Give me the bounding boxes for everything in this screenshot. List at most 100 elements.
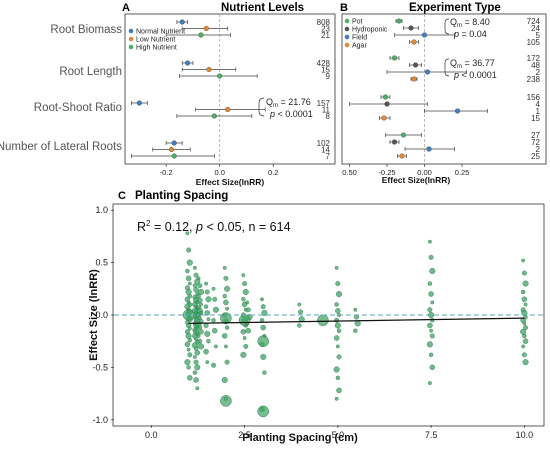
scatter-point-large: [238, 314, 251, 326]
panel-a-q-brace: [258, 97, 265, 117]
scatter-point: [197, 288, 205, 295]
estimate-point-root-shoot-ratio-field: [454, 108, 461, 114]
estimate-point-root-length-high-nutrient: [217, 73, 223, 79]
estimate-point-root-shoot-ratio-normal-nutrient: [136, 100, 142, 106]
panel-a-p-value: < 0.0001: [275, 109, 313, 119]
scatter-point: [203, 323, 209, 328]
legend-label-field: Field: [352, 35, 367, 42]
outcome-label-root-length: Root Length: [59, 66, 122, 78]
x-tick-label: 10.0: [516, 430, 534, 440]
scatter-point: [193, 272, 199, 278]
scatter-point: [196, 293, 201, 299]
panel-a-title: Nutrient Levels: [221, 2, 304, 14]
scatter-point: [429, 328, 433, 333]
scatter-point: [334, 265, 339, 270]
scatter-point: [197, 343, 205, 350]
scatter-point: [335, 281, 341, 287]
scatter-point: [333, 335, 340, 341]
scatter-point-large: [220, 312, 232, 324]
legend-label-low-nutrient: Low Nutrient: [136, 37, 175, 44]
scatter-point: [523, 302, 528, 307]
scatter-point: [427, 239, 432, 244]
estimate-point-number-of-lateral-roots-high-nutrient: [171, 153, 177, 159]
estimate-point-number-of-lateral-roots-normal-nutrient: [171, 140, 177, 146]
scatter-point: [245, 307, 251, 313]
scatter-point: [354, 314, 359, 320]
scatter-point: [187, 326, 192, 331]
scatter-point: [204, 281, 208, 286]
scatter-point: [245, 300, 249, 305]
scatter-point: [199, 302, 203, 307]
scatter-point: [222, 265, 227, 270]
panel-b: B Experiment Type Effect Size(lnRR) PotH…: [340, 2, 547, 185]
estimate-point-number-of-lateral-roots-hydroponic: [391, 139, 398, 145]
legend-label-hydroponic: Hydroponic: [352, 27, 388, 34]
scatter-point: [186, 347, 191, 352]
legend-marker-agar: [344, 42, 350, 48]
x-tick-label: -0.2: [160, 168, 173, 177]
scatter-point: [262, 370, 267, 375]
scatter-point: [245, 327, 252, 334]
panel-a-xticks: -0.2 0.0 0.2: [160, 164, 278, 177]
count-label-root-shoot-ratio-high-nutrient: 8: [326, 112, 331, 121]
scatter-point: [193, 359, 199, 365]
scatter-point: [297, 323, 302, 328]
scatter-point: [429, 333, 435, 339]
scatter-point: [242, 288, 249, 295]
scatter-point: [185, 275, 192, 282]
panel-c-ylabel: Effect Size (lnRR): [88, 269, 100, 361]
scatter-point: [197, 325, 202, 330]
count-label-root-biomass-hydroponic: 24: [531, 24, 540, 33]
panel-b-q1-value: = 8.40: [462, 17, 490, 27]
scatter-point: [211, 362, 216, 368]
scatter-point: [184, 359, 191, 366]
panel-a: A Nutrient Levels Effect Size(lnRR) Norm…: [0, 2, 336, 187]
x-tick-label: -0.25: [378, 168, 395, 177]
estimate-point-root-biomass-high-nutrient: [198, 32, 204, 38]
scatter-point: [426, 341, 433, 348]
scatter-point: [241, 297, 246, 302]
scatter-point: [197, 338, 203, 344]
scatter-point: [521, 270, 527, 276]
panel-c-lines: [114, 314, 543, 325]
panel-c-points: [182, 231, 529, 418]
scatter-point: [298, 309, 303, 315]
panel-c-stat-end: < 0.05, n = 614: [203, 220, 291, 234]
count-label-root-shoot-ratio-normal-nutrient: 157: [317, 99, 331, 108]
panel-b-p2-stat: p < 0.0001: [453, 70, 497, 80]
scatter-point: [205, 296, 212, 303]
panel-a-p-label: p: [269, 109, 275, 119]
y-tick-label: 1.0: [95, 205, 108, 215]
count-label-root-length-field: 2: [536, 68, 541, 77]
scatter-point: [224, 325, 230, 330]
scatter-point: [430, 300, 435, 305]
legend-marker-normal-nutrient: [128, 28, 134, 34]
panel-a-q-sub: m: [273, 103, 278, 109]
estimate-point-root-biomass-low-nutrient: [203, 25, 209, 32]
estimate-point-root-shoot-ratio-low-nutrient: [225, 106, 231, 113]
outcome-label-root-shoot-ratio: Root-Shoot Ratio: [34, 102, 122, 114]
panel-b-p2-value: < 0.0001: [459, 70, 497, 80]
panel-a-q-value: = 21.76: [278, 97, 311, 107]
scatter-point: [260, 304, 266, 310]
y-tick-label: 0.0: [95, 310, 108, 320]
scatter-point: [522, 280, 529, 287]
x-tick-label: 0.0: [145, 430, 158, 440]
scatter-point: [260, 353, 267, 360]
count-label-root-shoot-ratio-hydroponic: 4: [536, 100, 541, 109]
legend-label-agar: Agar: [352, 43, 367, 50]
x-tick-label: 0.2: [268, 168, 278, 177]
scatter-point: [335, 308, 341, 314]
scatter-point: [520, 289, 526, 295]
panel-c-axes: -1.0 -0.5 0.0 0.5 1.0 0.0 2.5 5.0 7.5 10.0: [92, 205, 533, 440]
count-label-number-of-lateral-roots-pot: 27: [531, 131, 540, 140]
scatter-point: [203, 304, 209, 309]
count-label-root-shoot-ratio-pot: 156: [527, 93, 541, 102]
panel-b-q2-sub: m: [457, 64, 462, 70]
scatter-point: [197, 283, 203, 289]
panel-a-p-stat: p < 0.0001: [269, 109, 313, 119]
panel-c-stat-prefix: R: [137, 220, 146, 234]
panel-b-q1-brace: [444, 18, 450, 35]
regression-line: [188, 317, 525, 325]
count-label-root-length-low-nutrient: 15: [321, 66, 330, 75]
